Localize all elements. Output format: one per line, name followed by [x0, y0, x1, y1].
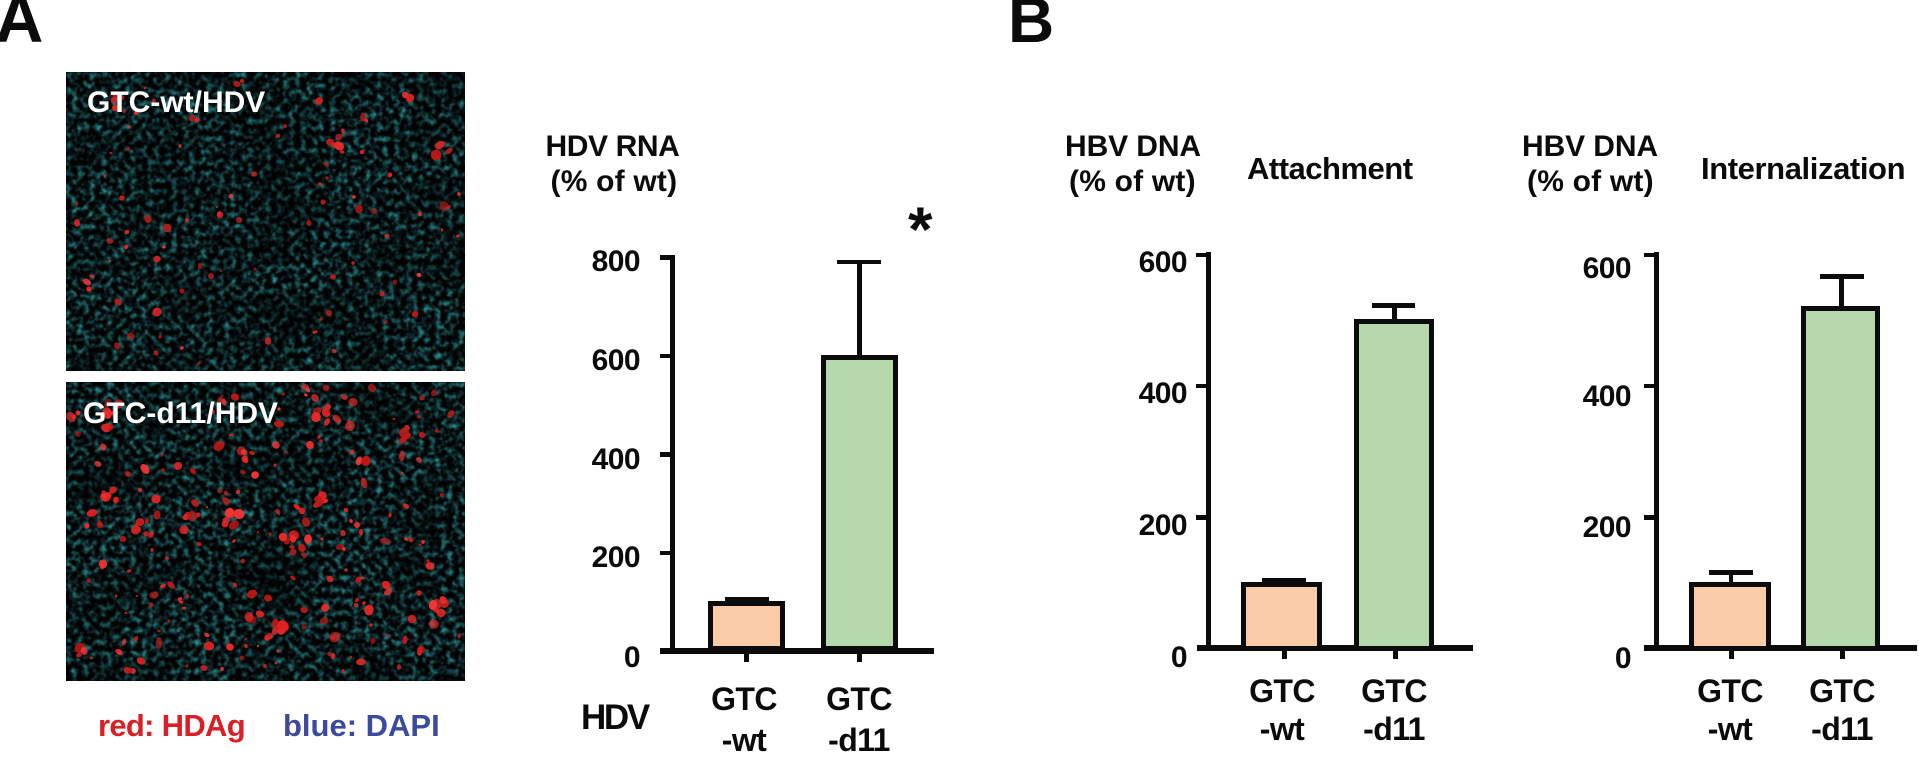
svg-text:GTC-wt/HDV: GTC-wt/HDV	[87, 86, 265, 119]
svg-text:GTC-d11/HDV: GTC-d11/HDV	[83, 397, 278, 430]
